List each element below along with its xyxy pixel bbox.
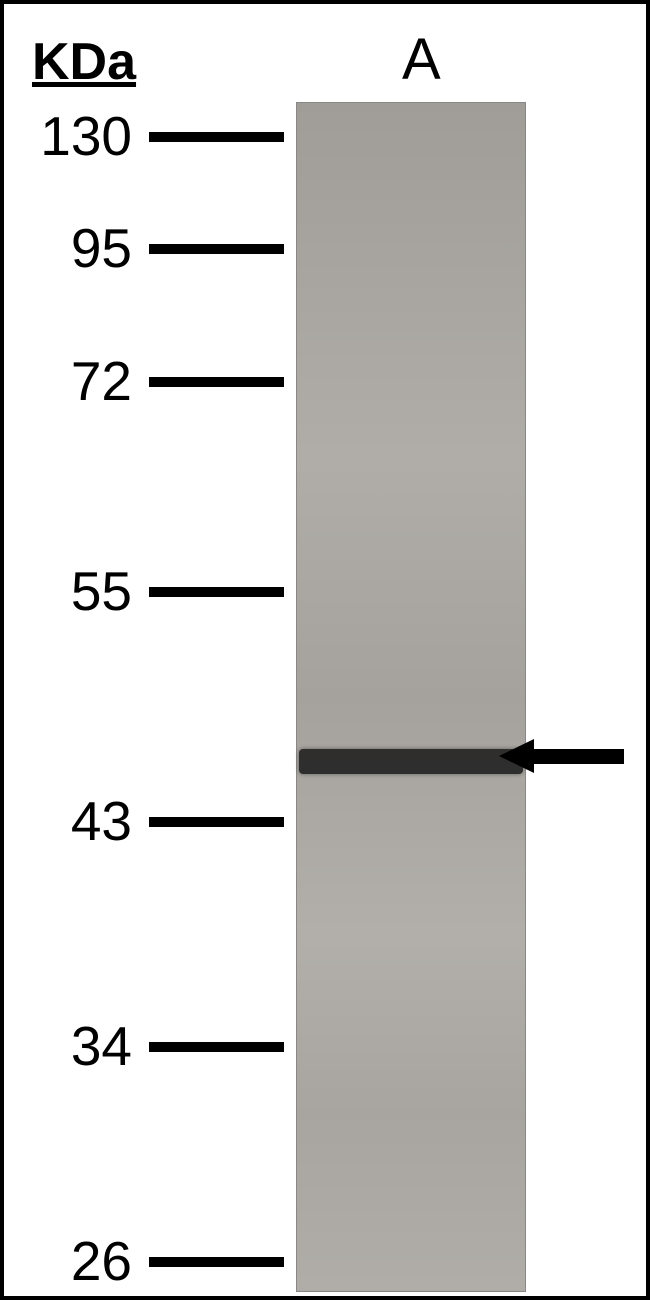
marker-tick-34 — [149, 1042, 284, 1052]
unit-label: KDa — [32, 32, 136, 92]
marker-tick-55 — [149, 587, 284, 597]
arrow-head-icon — [499, 739, 534, 773]
marker-label-95: 95 — [22, 216, 132, 280]
marker-label-130: 130 — [22, 104, 132, 168]
protein-band — [299, 749, 523, 774]
marker-label-43: 43 — [22, 789, 132, 853]
marker-tick-72 — [149, 377, 284, 387]
gel-lane — [296, 102, 526, 1292]
lane-label: A — [402, 26, 441, 93]
marker-tick-130 — [149, 132, 284, 142]
marker-label-72: 72 — [22, 349, 132, 413]
marker-label-55: 55 — [22, 559, 132, 623]
arrow-shaft — [534, 749, 624, 764]
marker-tick-26 — [149, 1257, 284, 1267]
marker-tick-95 — [149, 244, 284, 254]
marker-label-34: 34 — [22, 1014, 132, 1078]
marker-tick-43 — [149, 817, 284, 827]
marker-label-26: 26 — [22, 1229, 132, 1293]
western-blot-container: KDa A 130 95 72 55 43 34 26 — [4, 4, 646, 1296]
